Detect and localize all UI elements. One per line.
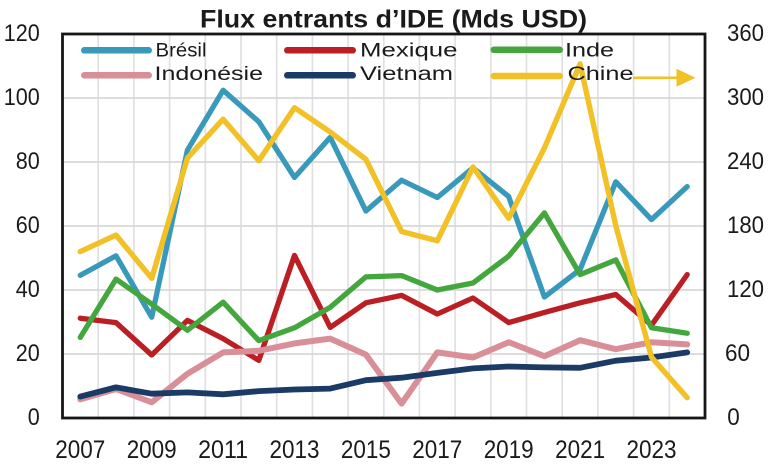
- svg-text:20: 20: [16, 340, 40, 367]
- svg-text:2017: 2017: [412, 436, 462, 464]
- svg-text:2007: 2007: [55, 436, 105, 464]
- svg-text:Vietnam: Vietnam: [360, 64, 453, 85]
- svg-text:Flux entrants d’IDE (Mds USD): Flux entrants d’IDE (Mds USD): [200, 6, 587, 34]
- svg-text:120: 120: [727, 276, 764, 303]
- svg-text:60: 60: [725, 340, 750, 367]
- svg-text:120: 120: [4, 20, 40, 47]
- svg-text:Inde: Inde: [565, 40, 614, 61]
- svg-text:Mexique: Mexique: [360, 40, 458, 61]
- svg-text:2009: 2009: [127, 436, 177, 464]
- svg-text:60: 60: [16, 212, 40, 239]
- svg-text:2019: 2019: [484, 436, 534, 464]
- svg-text:40: 40: [16, 276, 40, 303]
- svg-text:360: 360: [727, 20, 764, 47]
- svg-text:80: 80: [16, 148, 40, 175]
- svg-text:2021: 2021: [555, 436, 605, 464]
- svg-text:180: 180: [727, 212, 764, 239]
- svg-text:Indonésie: Indonésie: [155, 64, 264, 85]
- svg-text:0: 0: [727, 404, 740, 431]
- svg-text:300: 300: [727, 84, 764, 111]
- svg-text:2011: 2011: [198, 436, 248, 464]
- svg-text:100: 100: [4, 84, 40, 111]
- svg-text:Brésil: Brésil: [156, 40, 207, 61]
- svg-text:2015: 2015: [341, 436, 391, 464]
- svg-text:0: 0: [28, 404, 40, 431]
- svg-text:Chine: Chine: [568, 64, 634, 85]
- svg-text:2013: 2013: [270, 436, 320, 464]
- svg-text:240: 240: [727, 148, 764, 175]
- svg-text:2023: 2023: [627, 436, 677, 464]
